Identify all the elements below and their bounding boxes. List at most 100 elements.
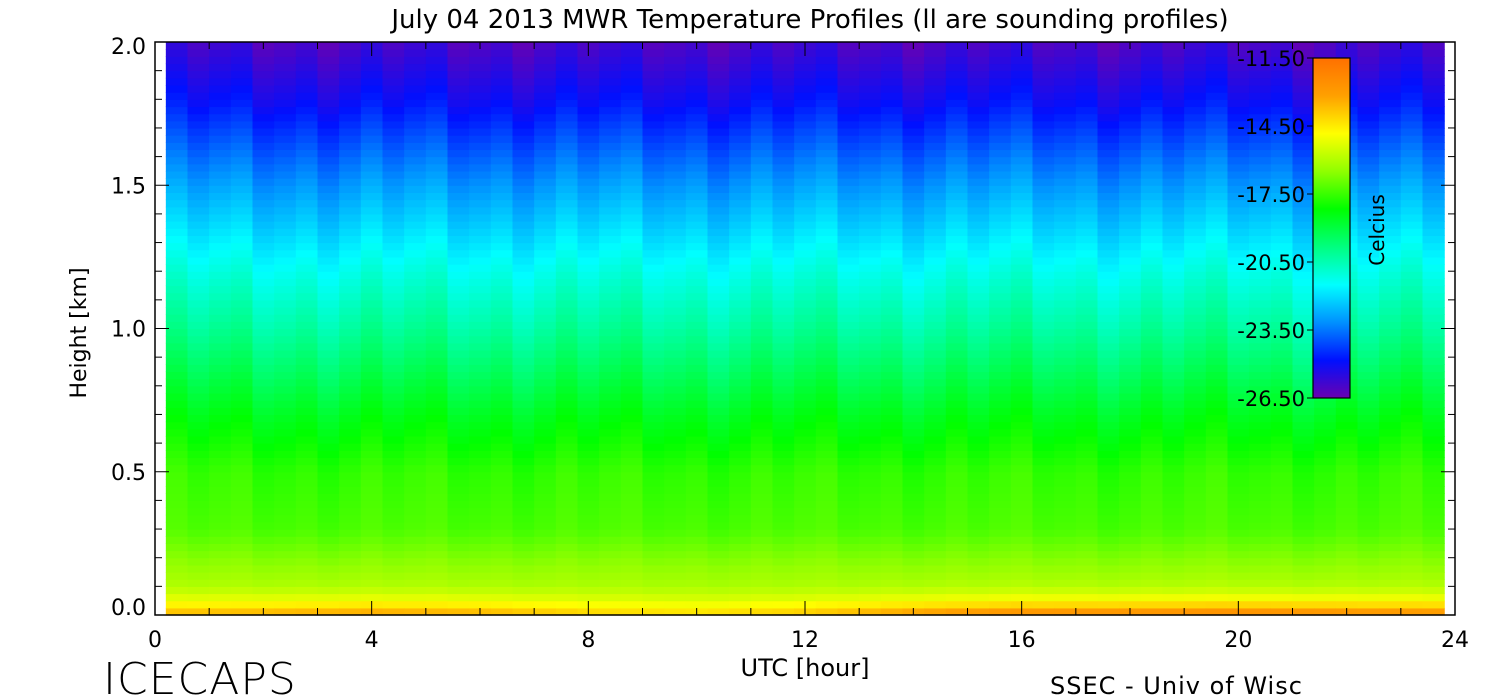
heatmap-cell: [534, 321, 557, 330]
heatmap-cell: [469, 600, 492, 609]
heatmap-cell: [1357, 421, 1380, 430]
heatmap-cell: [339, 457, 362, 466]
heatmap-cell: [1140, 70, 1164, 79]
heatmap-cell: [187, 457, 210, 466]
heatmap-cell: [555, 120, 579, 129]
heatmap-cell: [815, 271, 839, 279]
heatmap-cell: [1032, 163, 1055, 172]
heatmap-cell: [1379, 178, 1402, 186]
heatmap-cell: [555, 342, 579, 351]
heatmap-cell: [1097, 507, 1120, 516]
heatmap-cell: [945, 600, 969, 609]
heatmap-cell: [794, 321, 817, 330]
heatmap-cell: [512, 464, 535, 473]
heatmap-cell: [837, 264, 860, 272]
heatmap-cell: [1119, 435, 1142, 444]
heatmap-cell: [534, 435, 557, 444]
heatmap-cell: [317, 486, 340, 494]
heatmap-cell: [902, 407, 925, 416]
heatmap-cell: [1314, 500, 1337, 509]
heatmap-cell: [1010, 292, 1034, 301]
heatmap-cell: [577, 99, 600, 108]
heatmap-cell: [512, 206, 535, 215]
heatmap-cell: [295, 443, 319, 451]
heatmap-cell: [902, 514, 925, 523]
heatmap-cell: [815, 163, 839, 172]
heatmap-cell: [1162, 421, 1185, 430]
heatmap-cell: [1054, 450, 1077, 459]
heatmap-cell: [794, 564, 817, 573]
heatmap-cell: [815, 170, 839, 179]
heatmap-cell: [1400, 607, 1424, 616]
heatmap-cell: [772, 228, 795, 236]
heatmap-cell: [1357, 342, 1380, 351]
heatmap-cell: [837, 443, 860, 451]
heatmap-cell: [339, 142, 362, 151]
heatmap-cell: [317, 228, 340, 236]
heatmap-cell: [794, 507, 817, 516]
heatmap-cell: [685, 335, 709, 344]
heatmap-cell: [1292, 607, 1315, 616]
heatmap-cell: [165, 285, 189, 294]
heatmap-cell: [815, 235, 839, 244]
heatmap-cell: [295, 457, 319, 466]
heatmap-cell: [469, 586, 492, 595]
heatmap-cell: [837, 478, 860, 487]
heatmap-cell: [924, 557, 947, 566]
heatmap-cell: [620, 407, 644, 416]
heatmap-cell: [1292, 77, 1315, 86]
heatmap-cell: [989, 593, 1012, 602]
heatmap-cell: [1205, 364, 1229, 373]
heatmap-cell: [989, 264, 1012, 272]
heatmap-cell: [642, 371, 665, 380]
heatmap-cell: [274, 607, 297, 616]
heatmap-cell: [1032, 514, 1055, 523]
heatmap-cell: [642, 349, 665, 358]
heatmap-cell: [317, 536, 340, 544]
heatmap-cell: [490, 299, 514, 308]
heatmap-cell: [1119, 192, 1142, 201]
heatmap-cell: [490, 543, 514, 552]
heatmap-cell: [274, 364, 297, 373]
heatmap-cell: [1335, 421, 1359, 430]
heatmap-cell: [230, 106, 254, 115]
heatmap-cell: [642, 285, 665, 294]
heatmap-cell: [512, 435, 535, 444]
heatmap-cell: [599, 450, 622, 459]
heatmap-cell: [664, 77, 687, 86]
heatmap-cell: [1162, 371, 1185, 380]
heatmap-cell: [274, 543, 297, 552]
heatmap-cell: [230, 163, 254, 172]
heatmap-cell: [1249, 127, 1272, 136]
heatmap-cell: [989, 221, 1012, 229]
heatmap-cell: [642, 607, 665, 616]
heatmap-cell: [772, 63, 795, 72]
heatmap-cell: [1010, 392, 1034, 401]
heatmap-cell: [1054, 328, 1077, 337]
heatmap-cell: [880, 99, 904, 108]
heatmap-cell: [880, 206, 904, 215]
heatmap-cell: [555, 149, 579, 158]
heatmap-cell: [209, 450, 232, 459]
heatmap-cell: [230, 443, 254, 451]
heatmap-cell: [490, 349, 514, 358]
heatmap-cell: [187, 428, 210, 437]
heatmap-cell: [1032, 400, 1055, 408]
heatmap-cell: [967, 371, 990, 380]
heatmap-cell: [1227, 529, 1250, 537]
heatmap-cell: [534, 285, 557, 294]
heatmap-cell: [1140, 478, 1164, 487]
heatmap-cell: [620, 564, 644, 573]
heatmap-cell: [165, 342, 189, 351]
heatmap-cell: [274, 235, 297, 244]
heatmap-cell: [837, 471, 860, 480]
heatmap-cell: [534, 299, 557, 308]
heatmap-cell: [772, 42, 795, 50]
heatmap-cell: [620, 56, 644, 65]
heatmap-cell: [555, 600, 579, 609]
heatmap-cell: [1054, 349, 1077, 358]
heatmap-cell: [945, 593, 969, 602]
heatmap-cell: [1162, 63, 1185, 72]
heatmap-cell: [317, 92, 340, 100]
heatmap-cell: [1270, 278, 1294, 287]
